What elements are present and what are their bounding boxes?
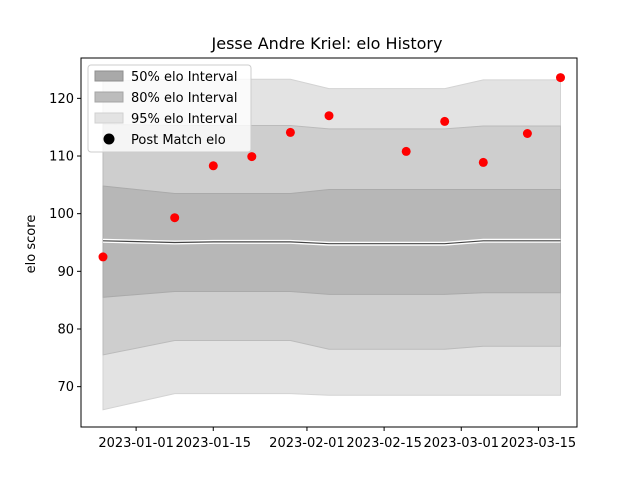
- legend: 50% elo Interval 80% elo Interval 95% el…: [87, 64, 252, 153]
- x-tick-label: 2023-01-15: [175, 436, 251, 451]
- legend-box: [87, 64, 252, 153]
- data-point: [401, 146, 411, 156]
- legend-swatch-50: [94, 70, 124, 82]
- x-axis-ticks: 2023-01-01 2023-01-15 2023-02-01 2023-02-15…: [98, 427, 576, 451]
- x-tick-label: 2023-02-01: [269, 436, 345, 451]
- y-tick-label: 120: [49, 92, 74, 107]
- data-point: [522, 129, 532, 138]
- x-tick-label: 2023-03-15: [501, 436, 577, 451]
- legend-label-95: 95% elo Interval: [131, 112, 238, 127]
- data-point: [98, 252, 108, 262]
- x-tick-label: 2023-02-15: [346, 436, 422, 451]
- data-point: [247, 152, 257, 162]
- y-axis-label: elo score: [24, 215, 39, 274]
- legend-label-points: Post Match elo: [131, 133, 226, 148]
- band-80: [102, 123, 561, 356]
- data-point: [324, 111, 334, 121]
- axes-frame: [80, 57, 578, 428]
- legend-swatch-95: [94, 112, 124, 124]
- y-tick-label: 70: [57, 380, 74, 395]
- data-point: [478, 157, 488, 167]
- data-point: [285, 127, 295, 137]
- data-point: [208, 161, 218, 171]
- y-tick-label: 110: [49, 150, 74, 165]
- y-axis-ticks: 70 80 90 100 110 120: [49, 92, 81, 395]
- legend-marker-points: [103, 133, 115, 145]
- plot-area: [98, 73, 565, 411]
- y-tick-label: 80: [57, 322, 74, 337]
- legend-label-50: 50% elo Interval: [131, 70, 238, 85]
- chart-title: Jesse Andre Kriel: elo History: [211, 34, 443, 53]
- median-line-path: [102, 240, 561, 245]
- data-point: [556, 73, 565, 83]
- post-match-points: [98, 73, 565, 262]
- legend-label-80: 80% elo Interval: [131, 91, 238, 106]
- x-tick-label: 2023-03-01: [423, 436, 499, 451]
- data-point: [170, 213, 180, 223]
- band-50: [102, 185, 561, 298]
- legend-swatch-80: [94, 91, 124, 103]
- y-tick-label: 90: [57, 265, 74, 280]
- y-tick-label: 100: [49, 207, 74, 222]
- median-line: [102, 238, 561, 246]
- data-point: [440, 116, 450, 126]
- x-tick-label: 2023-01-01: [98, 436, 174, 451]
